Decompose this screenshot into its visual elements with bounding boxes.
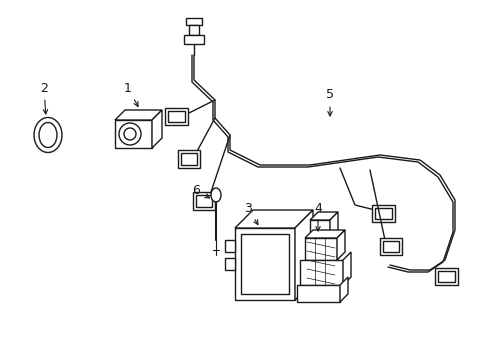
Ellipse shape	[210, 188, 221, 202]
Polygon shape	[115, 110, 162, 120]
Polygon shape	[294, 210, 312, 300]
Polygon shape	[168, 111, 184, 122]
Polygon shape	[374, 208, 391, 219]
Polygon shape	[164, 108, 187, 125]
Ellipse shape	[34, 117, 62, 153]
Polygon shape	[382, 241, 398, 252]
Polygon shape	[196, 195, 212, 207]
Polygon shape	[235, 210, 312, 228]
Ellipse shape	[39, 122, 57, 148]
Polygon shape	[296, 285, 339, 302]
Polygon shape	[185, 18, 202, 25]
Polygon shape	[224, 258, 235, 270]
Text: 4: 4	[313, 202, 321, 231]
Polygon shape	[178, 150, 200, 168]
Polygon shape	[305, 238, 336, 260]
Text: 6: 6	[192, 184, 209, 198]
Polygon shape	[241, 234, 288, 294]
Ellipse shape	[119, 123, 141, 145]
Text: 5: 5	[325, 89, 333, 116]
Polygon shape	[437, 271, 454, 282]
Polygon shape	[193, 192, 215, 210]
Polygon shape	[189, 25, 199, 35]
Polygon shape	[371, 205, 394, 222]
Polygon shape	[299, 260, 342, 285]
Polygon shape	[183, 35, 203, 44]
Polygon shape	[329, 212, 337, 238]
Polygon shape	[224, 240, 235, 252]
Polygon shape	[115, 120, 152, 148]
Polygon shape	[305, 230, 345, 238]
Polygon shape	[434, 268, 457, 285]
Polygon shape	[309, 220, 329, 238]
Polygon shape	[152, 110, 162, 148]
Polygon shape	[309, 212, 337, 220]
Polygon shape	[379, 238, 401, 255]
Polygon shape	[342, 252, 350, 285]
Polygon shape	[235, 228, 294, 300]
Text: 1: 1	[124, 81, 138, 107]
Polygon shape	[339, 277, 347, 302]
Text: 2: 2	[40, 81, 48, 114]
Ellipse shape	[124, 128, 136, 140]
Polygon shape	[336, 230, 345, 260]
Text: 3: 3	[244, 202, 257, 225]
Polygon shape	[181, 153, 197, 165]
